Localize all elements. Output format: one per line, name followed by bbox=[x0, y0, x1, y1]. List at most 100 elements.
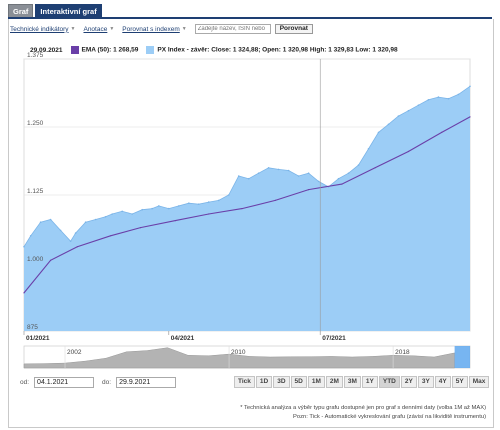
px-index-point[interactable] bbox=[23, 245, 25, 248]
range-button-1m[interactable]: 1M bbox=[307, 376, 325, 388]
px-index-point[interactable] bbox=[287, 169, 290, 172]
px-index-point[interactable] bbox=[257, 172, 260, 174]
px-index-point[interactable] bbox=[297, 175, 300, 177]
px-index-point[interactable] bbox=[94, 218, 97, 221]
px-index-point[interactable] bbox=[307, 172, 310, 174]
ema-50-point[interactable] bbox=[139, 227, 142, 229]
px-index-point[interactable] bbox=[437, 96, 440, 98]
range-button-5y[interactable]: 5Y bbox=[451, 376, 468, 388]
chart-legend: 29.09.2021 EMA (50): 1 268,59 PX Index -… bbox=[30, 45, 398, 55]
px-index-point[interactable] bbox=[158, 205, 160, 207]
compare-index-link[interactable]: Porovnat s indexem bbox=[122, 25, 180, 33]
px-index-point[interactable] bbox=[427, 99, 430, 101]
technical-indicators-link[interactable]: Technické indikátory bbox=[10, 25, 69, 33]
to-label: do: bbox=[102, 378, 112, 386]
ema-50-point[interactable] bbox=[407, 150, 409, 153]
px-index-point[interactable] bbox=[217, 199, 220, 202]
px-index-point[interactable] bbox=[121, 210, 123, 213]
range-button-3d[interactable]: 3D bbox=[273, 376, 290, 388]
range-button-ytd[interactable]: YTD bbox=[378, 376, 400, 388]
px-index-point[interactable] bbox=[59, 229, 62, 232]
range-buttons: Tick 1D 3D 5D 1M 2M 3M 1Y YTD 2Y 3Y 4Y 5Y Max bbox=[234, 376, 490, 388]
from-date-input[interactable] bbox=[34, 376, 95, 388]
ema-50-point[interactable] bbox=[109, 235, 112, 237]
px-index-point[interactable] bbox=[74, 232, 77, 234]
px-index-point[interactable] bbox=[29, 235, 32, 237]
range-button-2y[interactable]: 2Y bbox=[400, 376, 417, 388]
legend-px[interactable]: PX Index - závěr: Close: 1 324,88; Open:… bbox=[146, 46, 398, 54]
ema-50-point[interactable] bbox=[274, 199, 276, 201]
px-index-point[interactable] bbox=[197, 203, 200, 205]
px-index-point[interactable] bbox=[357, 164, 360, 166]
px-index-point[interactable] bbox=[104, 216, 107, 218]
px-index-point[interactable] bbox=[178, 205, 180, 207]
px-index-point[interactable] bbox=[69, 240, 72, 242]
ema-50-point[interactable] bbox=[441, 131, 443, 133]
ema-50-point[interactable] bbox=[341, 183, 343, 185]
px-index-point[interactable] bbox=[141, 208, 143, 211]
isin-search-input[interactable] bbox=[194, 24, 271, 34]
y-tick-label: 1.250 bbox=[27, 120, 44, 127]
ema-50-point[interactable] bbox=[241, 208, 243, 210]
px-index-point[interactable] bbox=[39, 221, 42, 223]
px-index-area[interactable] bbox=[24, 86, 470, 331]
px-index-point[interactable] bbox=[227, 194, 230, 196]
ema-swatch bbox=[70, 46, 79, 54]
ema-50-point[interactable] bbox=[208, 213, 210, 215]
px-index-point[interactable] bbox=[387, 123, 390, 126]
legend-ema[interactable]: EMA (50): 1 268,59 bbox=[70, 46, 138, 54]
y-tick-label: 1.000 bbox=[27, 256, 44, 263]
annotations-link[interactable]: Anotace bbox=[83, 25, 108, 33]
range-button-3y[interactable]: 3Y bbox=[417, 376, 434, 388]
range-button-5d[interactable]: 5D bbox=[290, 376, 307, 388]
tab-graph[interactable]: Graf bbox=[8, 4, 34, 18]
compare-index-caret-icon[interactable]: ▼ bbox=[181, 26, 187, 32]
px-index-point[interactable] bbox=[84, 221, 87, 223]
x-tick-label: 07/2021 bbox=[322, 335, 346, 342]
px-index-point[interactable] bbox=[111, 213, 113, 215]
ema-50-point[interactable] bbox=[174, 220, 176, 222]
px-index-point[interactable] bbox=[337, 177, 340, 180]
px-index-point[interactable] bbox=[131, 213, 133, 215]
ema-50-point[interactable] bbox=[23, 292, 25, 294]
range-button-2m[interactable]: 2M bbox=[325, 376, 343, 388]
px-index-point[interactable] bbox=[457, 93, 460, 96]
px-index-point[interactable] bbox=[407, 109, 410, 112]
compare-button[interactable]: Porovnat bbox=[274, 24, 313, 34]
px-index-point[interactable] bbox=[469, 85, 471, 88]
px-index-point[interactable] bbox=[377, 131, 380, 134]
range-button-4y[interactable]: 4Y bbox=[434, 376, 451, 388]
px-index-point[interactable] bbox=[168, 207, 170, 210]
range-button-max[interactable]: Max bbox=[468, 376, 490, 388]
px-index-point[interactable] bbox=[188, 202, 190, 204]
ema-50-point[interactable] bbox=[374, 167, 376, 169]
ema-50-point[interactable] bbox=[308, 189, 310, 191]
px-index-point[interactable] bbox=[237, 175, 240, 177]
px-index-point[interactable] bbox=[447, 97, 450, 100]
navigator-selection[interactable] bbox=[454, 346, 470, 368]
to-date-input[interactable] bbox=[116, 376, 177, 388]
px-index-point[interactable] bbox=[417, 104, 420, 106]
px-index-point[interactable] bbox=[267, 167, 270, 169]
ema-50-point[interactable] bbox=[469, 116, 471, 118]
range-button-1d[interactable]: 1D bbox=[255, 376, 273, 388]
px-index-point[interactable] bbox=[317, 180, 320, 183]
tab-interactive-graph[interactable]: Interaktivní graf bbox=[35, 4, 102, 18]
ema-50-point[interactable] bbox=[50, 259, 52, 261]
range-button-1y[interactable]: 1Y bbox=[361, 376, 378, 388]
ema-50-point[interactable] bbox=[76, 246, 78, 248]
px-index-point[interactable] bbox=[347, 172, 350, 174]
technical-indicators-caret-icon[interactable]: ▼ bbox=[70, 26, 76, 32]
px-index-point[interactable] bbox=[367, 148, 370, 150]
annotations-caret-icon[interactable]: ▼ bbox=[109, 26, 115, 32]
px-index-point[interactable] bbox=[49, 218, 52, 221]
range-button-3m[interactable]: 3M bbox=[343, 376, 361, 388]
px-index-point[interactable] bbox=[207, 201, 210, 203]
range-button-tick[interactable]: Tick bbox=[234, 376, 255, 388]
footnote-line-2: Pozn: Tick - Automatické vykreslování gr… bbox=[293, 414, 486, 420]
px-index-point[interactable] bbox=[397, 115, 400, 117]
px-index-point[interactable] bbox=[151, 207, 153, 210]
px-index-point[interactable] bbox=[277, 168, 280, 171]
px-index-point[interactable] bbox=[247, 177, 250, 180]
